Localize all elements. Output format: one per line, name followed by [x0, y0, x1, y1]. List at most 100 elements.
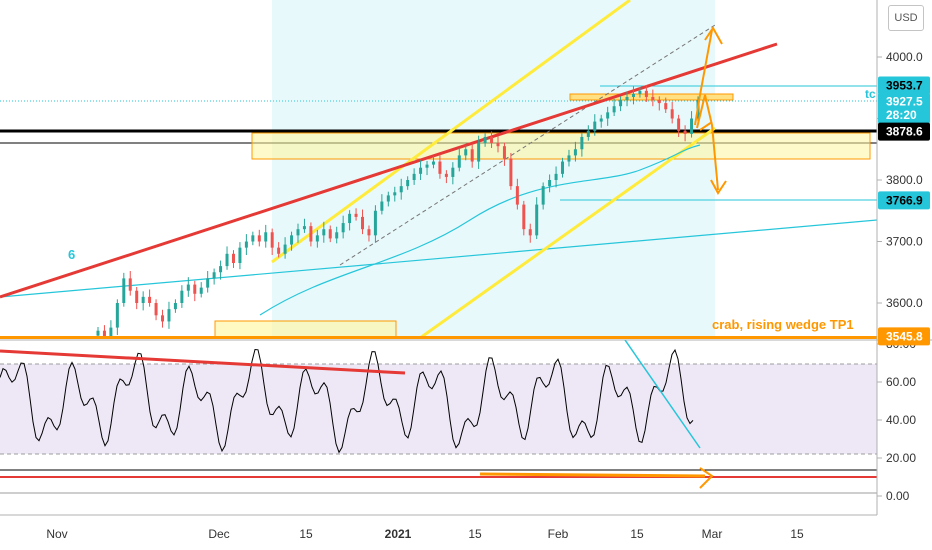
price-tag-label: 3878.6	[886, 125, 923, 139]
lower-zone	[214, 320, 397, 338]
candle	[206, 271, 210, 293]
candle-body	[141, 296, 145, 303]
candle	[528, 223, 532, 243]
candle	[328, 225, 332, 243]
candle-body	[315, 235, 319, 242]
price-tag-box	[878, 76, 930, 95]
rsi-tick-label: 20.00	[886, 451, 916, 465]
rsi-tick-label: 60.00	[886, 375, 916, 389]
candle	[244, 234, 248, 256]
candle	[109, 320, 113, 338]
candle	[522, 200, 526, 236]
time-tick-label: Dec	[208, 527, 229, 541]
candle-body	[677, 118, 681, 131]
candle-body	[348, 213, 352, 224]
candle	[515, 178, 519, 210]
candle	[322, 221, 326, 243]
candle	[535, 197, 539, 240]
candle-body	[161, 315, 165, 322]
candle-body	[464, 149, 468, 156]
candle	[554, 166, 558, 188]
price-tag: 3766.9	[878, 191, 930, 210]
channel-lower	[419, 126, 716, 338]
candle	[638, 87, 642, 98]
candle	[683, 125, 687, 142]
rising-wedge-line	[0, 42, 778, 299]
candle	[457, 148, 461, 172]
candle-body	[206, 278, 210, 288]
currency-button[interactable]: USD	[888, 5, 924, 31]
time-axis[interactable]: Nov Dec 15 2021 15 Feb 15 Mar 15	[46, 527, 804, 541]
time-tick-label: 2021	[385, 527, 412, 541]
candle	[161, 309, 165, 328]
candle-body	[631, 93, 635, 97]
moving-average	[259, 144, 701, 316]
time-tick-label: 15	[468, 527, 482, 541]
candle	[612, 98, 616, 117]
price-tick-label: 3600.0	[886, 296, 923, 310]
candle-body	[270, 232, 274, 248]
candle-body	[361, 216, 365, 230]
candle-body	[167, 309, 171, 322]
candle	[406, 176, 410, 190]
candle	[593, 114, 597, 136]
candle-body	[180, 290, 184, 303]
candle	[599, 114, 603, 128]
candle	[219, 260, 223, 280]
candle-body	[128, 278, 132, 291]
candle-body	[148, 296, 152, 303]
candle-body	[122, 278, 126, 303]
rsi-tick-label: 0.00	[886, 489, 910, 503]
time-tick-label: Nov	[46, 527, 67, 541]
candle-body	[199, 287, 203, 294]
rsi-tick-label: 40.00	[886, 413, 916, 427]
candle	[690, 111, 694, 138]
candle	[290, 231, 294, 251]
price-tag: 3878.6	[878, 122, 930, 141]
price-tag-label: 3545.8	[886, 329, 923, 343]
candle	[167, 301, 171, 329]
candle-body	[522, 204, 526, 230]
candle-body	[154, 303, 158, 316]
candle	[477, 135, 481, 169]
candle-body	[496, 143, 500, 147]
candle-body	[451, 167, 455, 177]
price-tag-box	[878, 191, 930, 210]
candles	[96, 85, 700, 338]
candle-body	[109, 327, 113, 337]
candle-body	[619, 100, 623, 107]
candle-body	[296, 229, 300, 236]
price-tag-box	[878, 122, 930, 141]
candle-body	[477, 143, 481, 162]
price-pane[interactable]	[0, 0, 877, 343]
candle-body	[386, 195, 390, 202]
rsi-red-trendline	[0, 349, 406, 375]
candle-body	[586, 130, 590, 137]
candle-body	[670, 109, 674, 119]
candle	[444, 170, 448, 184]
candle-body	[470, 149, 474, 162]
candle	[283, 237, 287, 259]
candle-body	[277, 247, 281, 254]
candle-body	[599, 118, 603, 122]
candle	[270, 228, 274, 256]
candle-body	[290, 235, 294, 245]
rsi-pane[interactable]	[0, 340, 877, 494]
candle	[264, 224, 268, 248]
candle-body	[309, 226, 313, 242]
candle-body	[419, 167, 423, 174]
candle-body	[612, 106, 616, 113]
candle	[231, 250, 235, 268]
candle-body	[683, 130, 687, 134]
candle-body	[186, 284, 190, 291]
candle	[102, 325, 106, 338]
price-tag-box	[878, 327, 930, 346]
candle	[470, 143, 474, 168]
candle	[399, 178, 403, 200]
candle-body	[490, 136, 494, 144]
candle	[490, 131, 494, 149]
candle	[644, 85, 648, 102]
